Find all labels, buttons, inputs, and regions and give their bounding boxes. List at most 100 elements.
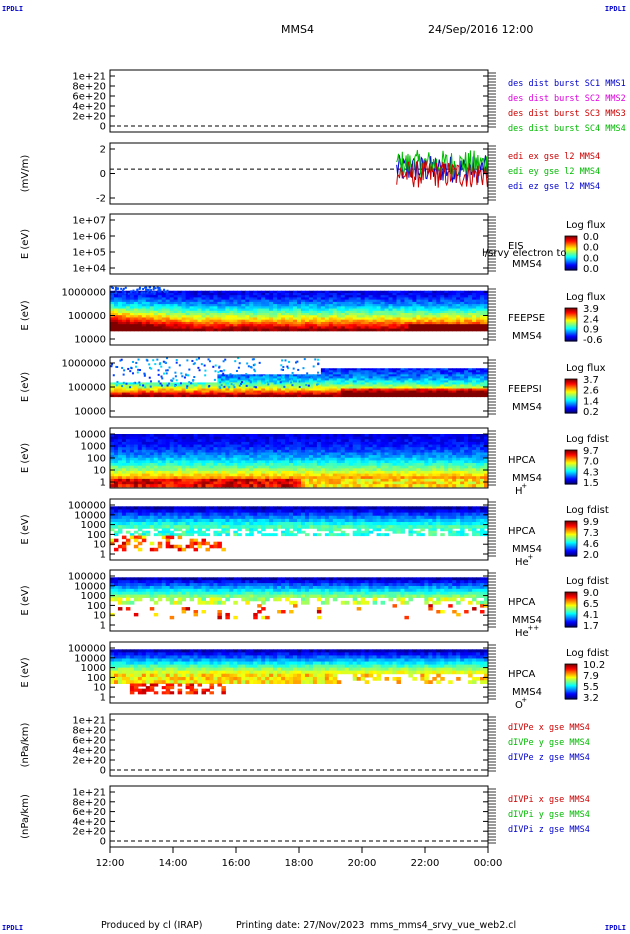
spectrogram-cell (285, 374, 290, 377)
spectrogram-cell (293, 434, 298, 438)
spectrogram-cell (117, 386, 123, 389)
spectrogram-cell (233, 301, 238, 305)
spectrogram-cell (225, 460, 230, 464)
spectrogram-cell (173, 304, 179, 307)
spectrogram-cell (408, 473, 413, 477)
spectrogram-cell (269, 447, 274, 451)
spectrogram-cell (300, 386, 306, 389)
spectrogram-cell (352, 328, 358, 332)
spectrogram-cell (181, 468, 187, 472)
spectrogram-cell (404, 434, 409, 438)
spectrogram-speck (281, 359, 284, 362)
spectrogram-cell (145, 444, 151, 448)
spectrogram-cell (340, 321, 346, 325)
spectrogram-cell (304, 378, 310, 381)
spectrogram-cell (173, 444, 179, 448)
spectrogram-cell (372, 315, 378, 318)
spectrogram-cell (177, 301, 183, 305)
spectrogram-cell (137, 455, 143, 459)
spectrogram-cell (300, 306, 306, 310)
spectrogram-speck (212, 365, 215, 368)
spectrogram-cell (308, 317, 314, 321)
spectrogram-cell (352, 441, 358, 446)
spectrogram-cell (392, 372, 397, 375)
spectrogram-cell (221, 390, 226, 394)
spectrogram-cell (300, 394, 306, 398)
spectrogram-cell (340, 439, 346, 443)
spectrogram-cell (428, 368, 433, 371)
spectrogram-cell (157, 321, 163, 325)
spectrogram-cell (117, 324, 123, 327)
spectrogram-cell (460, 374, 465, 377)
spectrogram-cell (129, 388, 135, 392)
spectrogram-cell (169, 292, 175, 296)
spectrogram-cell (412, 457, 417, 461)
spectrogram-cell (149, 326, 155, 330)
spectrogram-cell (464, 384, 469, 387)
spectrogram-cell (396, 463, 401, 467)
spectrogram-cell (221, 290, 226, 294)
spectrogram-cell (404, 484, 409, 488)
spectrogram-cell (336, 478, 342, 483)
spectrogram-cell (133, 382, 139, 385)
spectrogram-cell (416, 308, 421, 312)
spectrogram-cell (213, 328, 218, 332)
spectrogram-cell (416, 315, 421, 318)
spectrogram-cell (269, 382, 274, 385)
spectrogram-cell (392, 392, 397, 396)
spectrogram-cell (201, 470, 206, 475)
spectrogram-cell (352, 290, 358, 294)
spectrogram-cell (372, 444, 378, 448)
spectrogram-cell (205, 304, 210, 307)
spectrogram-cell (193, 465, 199, 469)
spectrogram-cell (336, 470, 342, 475)
spectrogram-cell (253, 436, 258, 440)
spectrogram-cell (197, 465, 203, 469)
spectrogram-cell (344, 297, 350, 301)
spectrogram-cell (396, 301, 401, 305)
spectrogram-cell (312, 447, 318, 451)
spectrogram-cell (237, 392, 242, 396)
spectrogram-cell (480, 378, 485, 381)
colorbar-cell (565, 267, 577, 270)
spectrogram-cell (189, 317, 195, 321)
spectrogram-cell (348, 465, 354, 469)
spectrogram-cell (129, 468, 135, 472)
spectrogram-cell (173, 460, 179, 464)
spectrogram-cell (245, 317, 250, 321)
spectrogram-cell (113, 441, 119, 446)
spectrogram-cell (161, 388, 167, 392)
spectrogram-cell (412, 478, 417, 483)
spectrogram-cell (408, 372, 413, 375)
spectrogram-cell (169, 436, 175, 440)
spectrogram-cell (408, 378, 413, 381)
spectrogram-cell (324, 368, 330, 371)
spectrogram-cell (460, 321, 465, 325)
spectrogram-cell (165, 392, 171, 396)
spectrogram-cell (257, 444, 262, 448)
spectrogram-cell (384, 315, 390, 318)
spectrogram-cell (464, 304, 469, 307)
spectrogram-cell (436, 324, 441, 327)
colorbar-cell (565, 407, 577, 410)
spectrogram-cell (352, 473, 358, 477)
spectrogram-cell (324, 310, 330, 314)
spectrogram-cell (189, 481, 195, 485)
spectrogram-cell (392, 484, 397, 488)
spectrogram-cell (197, 382, 203, 385)
spectrogram-cell (133, 317, 139, 321)
spectrogram-cell (229, 441, 234, 446)
spectrogram-cell (225, 468, 230, 472)
spectrogram-cell (265, 321, 270, 325)
spectrogram-cell (316, 313, 322, 316)
spectrogram-cell (468, 326, 473, 330)
spectrogram-cell (320, 473, 326, 477)
spectrogram-cell (404, 313, 409, 316)
spectrogram-cell (424, 372, 429, 375)
spectrogram-cell (312, 382, 318, 385)
colorbar-cell (565, 260, 577, 263)
spectrogram-cell (472, 326, 477, 330)
spectrogram-cell (304, 484, 310, 488)
spectrogram-cell (153, 388, 159, 392)
spectrogram-speck (262, 375, 265, 378)
